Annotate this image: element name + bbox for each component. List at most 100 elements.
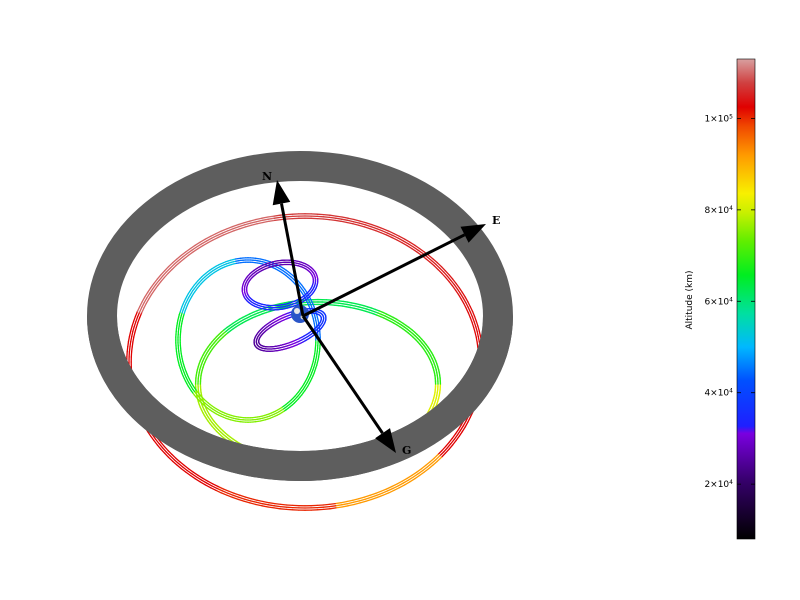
orbit-segment	[472, 326, 476, 333]
orbit-segment	[261, 218, 270, 221]
orbit-segment	[250, 498, 258, 501]
orbit-segment	[444, 270, 450, 276]
orbit-segment	[459, 292, 464, 299]
orbit-segment	[397, 482, 405, 487]
orbit-segment	[143, 297, 148, 304]
orbit-segment	[453, 283, 459, 290]
orbit-segment	[255, 501, 264, 505]
orbit-segment	[401, 242, 408, 247]
orbit-segment	[167, 268, 173, 275]
orbit-segment	[243, 500, 251, 504]
arrow-north-shaft	[280, 203, 305, 317]
orbit-segment	[450, 438, 455, 445]
orbit-segment	[375, 227, 383, 232]
orbit-segment	[352, 500, 361, 503]
orbit-segment	[428, 464, 434, 470]
orbit-segment	[459, 425, 464, 432]
orbit-segment	[448, 280, 454, 287]
orbit-segment	[452, 278, 457, 285]
orbit-segment	[275, 303, 281, 306]
orbit-segment	[452, 439, 457, 446]
orbit-segment	[385, 234, 393, 239]
orbit-segment	[238, 496, 246, 500]
orbit-segment	[471, 321, 475, 328]
orbit-segment	[267, 506, 275, 509]
orbit-segment	[135, 321, 139, 328]
orbit-segment	[250, 223, 258, 226]
colorbar-tick-label: 6×104	[704, 296, 733, 308]
label-east: E	[492, 214, 500, 227]
orbit-segment	[274, 218, 282, 222]
orbit-segment	[461, 426, 466, 433]
orbit-segment	[358, 498, 366, 502]
orbit-segment	[220, 228, 228, 232]
orbit-segment	[462, 420, 467, 427]
orbit-segment	[204, 235, 212, 240]
orbit-segment	[423, 467, 430, 473]
orbit-segment	[340, 218, 349, 221]
orbit-segment	[334, 504, 343, 507]
orbit-segment	[197, 474, 204, 479]
orbit-segment	[136, 311, 141, 318]
orbit-segment	[359, 500, 367, 504]
orbit-segment	[426, 462, 433, 468]
orbit-segment	[365, 222, 373, 226]
orbit-segment	[148, 288, 154, 295]
orbit-segment	[376, 494, 384, 499]
orbit-segment	[370, 494, 378, 499]
orbit-segment	[163, 272, 169, 279]
orbit-segment	[191, 246, 198, 251]
orbit-segment	[221, 490, 229, 494]
orbit-segment	[156, 444, 162, 450]
orbit-segment	[244, 496, 252, 500]
orbit-segment	[239, 494, 247, 498]
orbit-segment	[216, 487, 224, 492]
orbit-segment	[358, 222, 366, 226]
orbit-segment	[167, 262, 174, 268]
orbit-segment	[129, 341, 132, 348]
orbit-segment	[205, 237, 213, 242]
orbit-segment	[443, 271, 449, 277]
orbit-segment	[416, 468, 422, 473]
orbit-segment	[171, 265, 177, 271]
orbit-segment	[376, 225, 384, 230]
orbit-segment	[407, 476, 415, 481]
orbit-segment	[451, 433, 457, 439]
orbit-segment	[455, 435, 460, 442]
orbit-segment	[380, 232, 388, 236]
colorbar-tick-label: 4×104	[704, 387, 733, 399]
orbit-segment	[406, 245, 413, 250]
orbit-segment	[414, 474, 421, 480]
orbit-segment	[386, 487, 394, 492]
orbit-segment	[163, 452, 170, 458]
orbit-segment	[381, 490, 389, 494]
orbit-segment	[433, 453, 439, 459]
orbit-segment	[273, 505, 282, 508]
orbit-segment	[457, 293, 462, 300]
orbit-segment	[448, 437, 454, 444]
orbit-segment	[127, 335, 131, 343]
orbit-segment	[409, 241, 416, 246]
orbit-segment	[352, 223, 360, 226]
orbit-segment	[353, 218, 361, 222]
orbit-segment	[420, 464, 427, 470]
orbit-segment	[232, 494, 240, 499]
orbit-segment	[261, 505, 269, 508]
purple-orbit-upper	[241, 259, 319, 311]
orbit-segment	[463, 302, 467, 309]
orbit-segment	[200, 479, 208, 484]
orbit-segment	[255, 217, 263, 221]
orbit-segment	[194, 478, 201, 483]
orbit-segment	[256, 499, 264, 503]
orbit-segment	[156, 274, 162, 280]
orbit-segment	[328, 218, 336, 222]
orbit-segment	[131, 320, 135, 327]
orbit-segment	[217, 485, 225, 490]
orbit-segment	[341, 505, 349, 508]
orbit-segment	[328, 216, 337, 219]
orbit-segment	[440, 452, 447, 458]
orbit-segment	[222, 232, 230, 236]
orbit-segment	[448, 444, 454, 450]
colorbar-ticks: 2×104 4×104 6×104 8×104 1×105	[704, 113, 755, 490]
orbit-segment	[216, 232, 224, 237]
